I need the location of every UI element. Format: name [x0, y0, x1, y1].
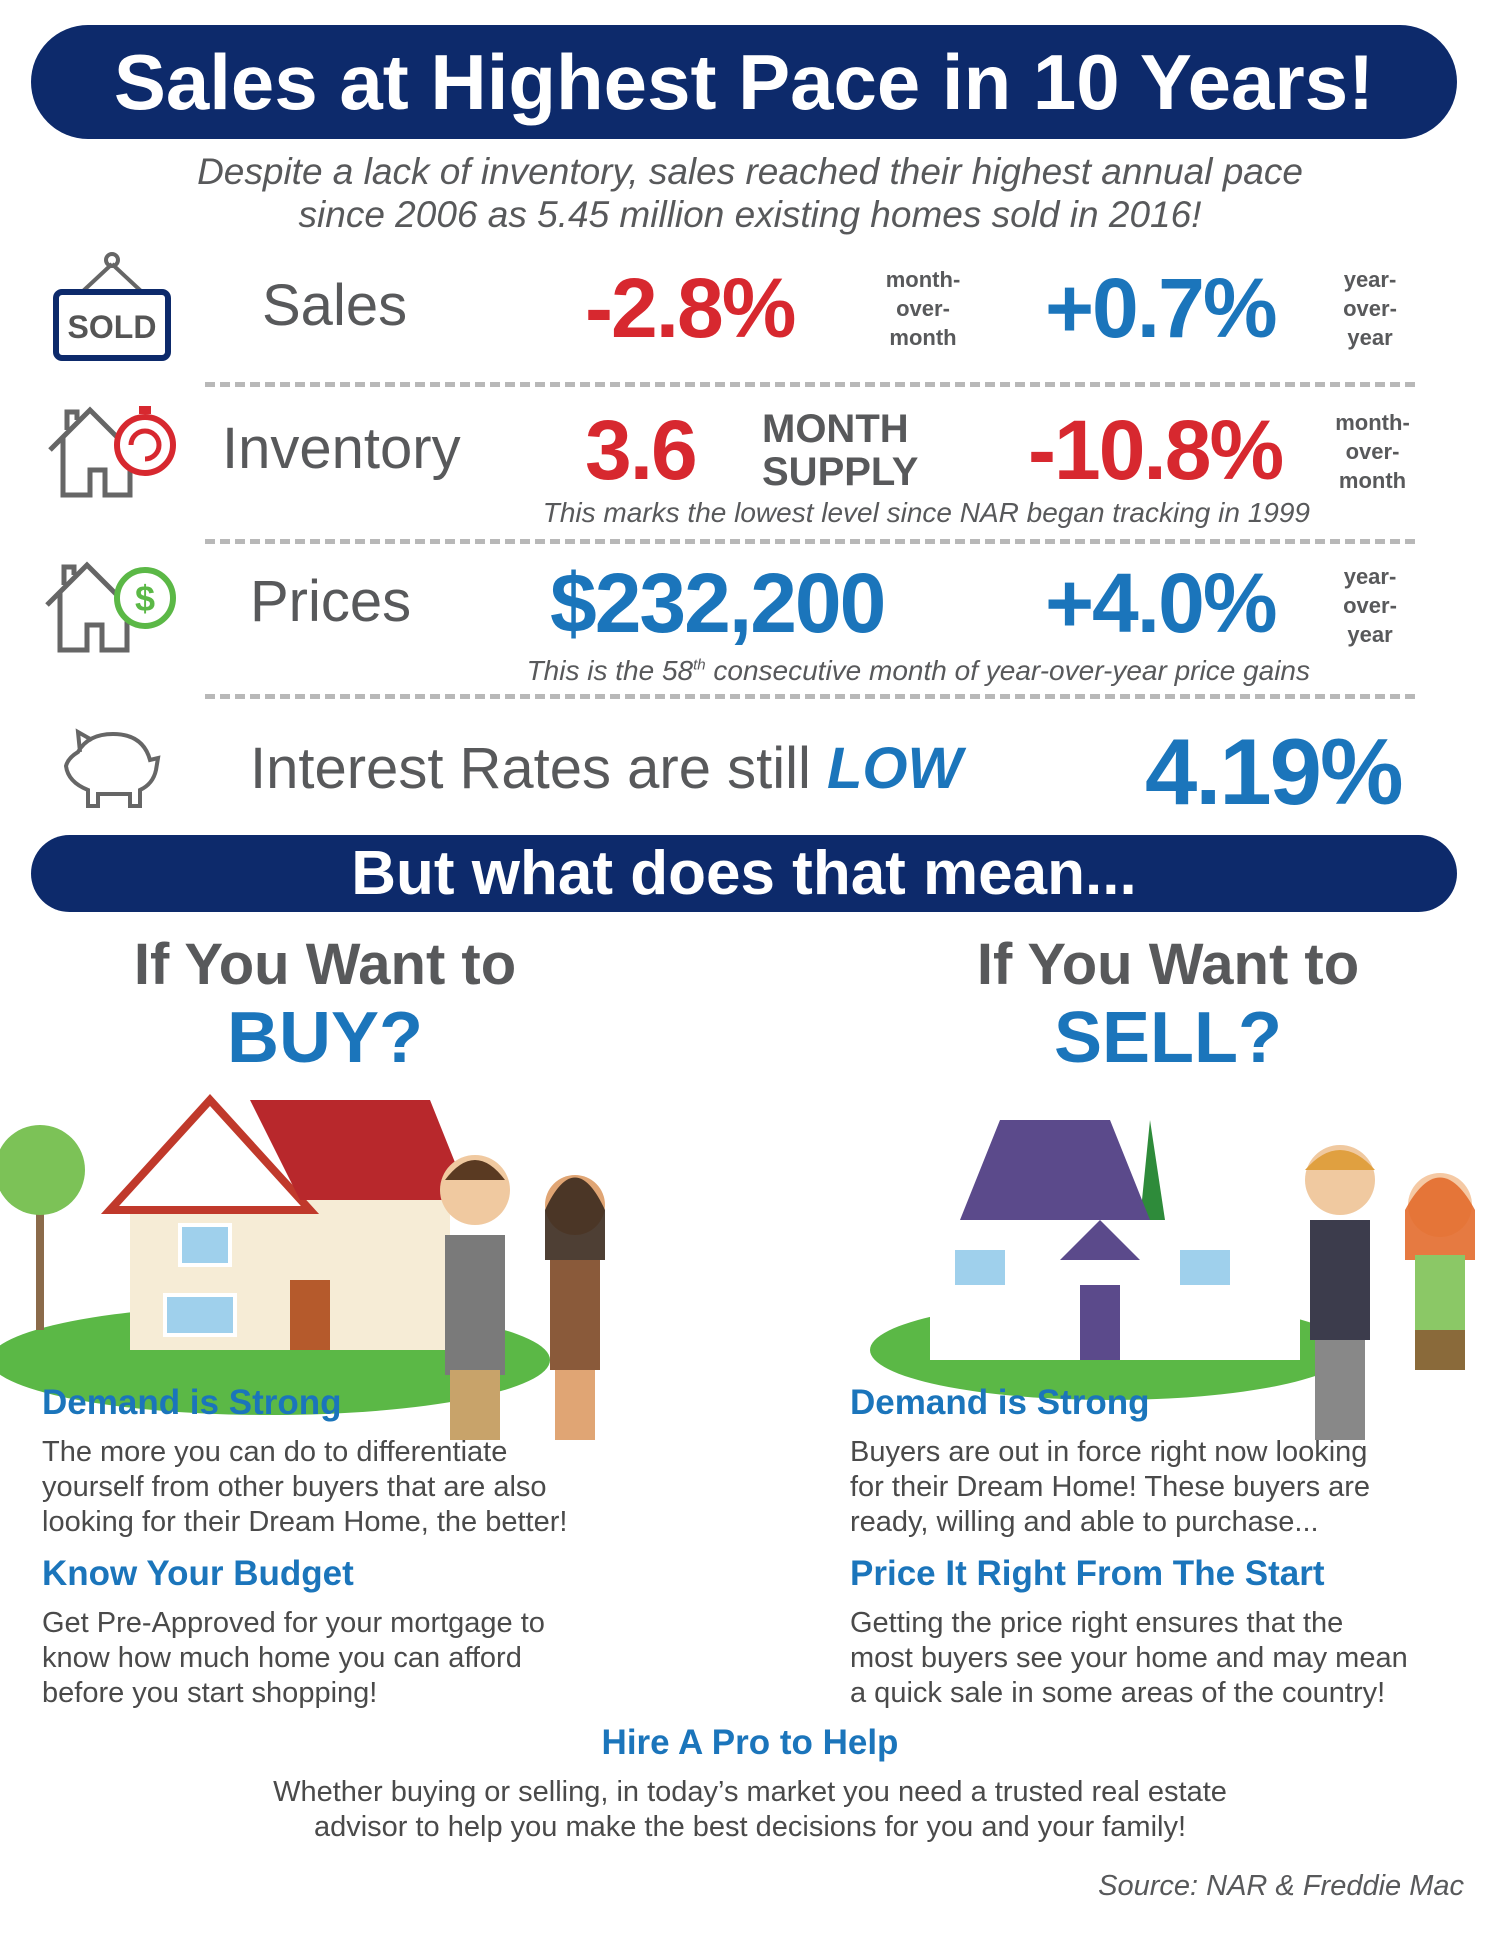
- svg-text:$: $: [135, 578, 155, 619]
- prices-note: This is the 58th consecutive month of ye…: [526, 655, 1310, 686]
- buy-house-illustration: [0, 1094, 605, 1440]
- inventory-label: Inventory: [222, 416, 461, 481]
- prices-yoy-value: +4.0%: [1045, 556, 1278, 650]
- sell-tips: Demand is Strong Buyers are out in force…: [850, 1383, 1490, 1711]
- sold-sign-icon: SOLD: [53, 252, 171, 361]
- median-price-value: $232,200: [550, 556, 886, 650]
- sales-label: Sales: [262, 273, 408, 338]
- tip-body: Get Pre-Approved for your mortgage to kno…: [42, 1607, 545, 1709]
- sales-yoy-value: +0.7%: [1045, 261, 1278, 355]
- hire-pro-title: Hire A Pro to Help: [601, 1723, 899, 1762]
- sales-yoy-unit: year-over-year: [1343, 267, 1397, 350]
- sales-mom-unit: month-over-month: [885, 267, 961, 350]
- rates-label: Interest Rates are still LOW: [250, 736, 963, 801]
- tip-title: Demand is Strong: [850, 1383, 1150, 1422]
- inventory-supply-value: 3.6: [585, 403, 698, 497]
- section-banner: But what does that mean...: [31, 835, 1457, 912]
- prices-label: Prices: [250, 569, 412, 634]
- house-stopwatch-icon: [48, 406, 176, 498]
- subtitle-line: Despite a lack of inventory, sales reach…: [197, 151, 1303, 192]
- divider: [205, 539, 1415, 544]
- subtitle-line: since 2006 as 5.45 million existing home…: [298, 194, 1202, 235]
- divider: [205, 694, 1415, 699]
- inventory-note: This marks the lowest level since NAR be…: [542, 497, 1310, 528]
- hire-pro-section: Hire A Pro to Help Whether buying or sel…: [0, 1723, 1500, 1845]
- source-note: Source: NAR & Freddie Mac: [1098, 1870, 1464, 1902]
- buy-tips: Demand is Strong The more you can do to …: [42, 1383, 662, 1711]
- interest-rate-value: 4.19%: [1145, 719, 1404, 824]
- tip-body: Buyers are out in force right now lookin…: [850, 1436, 1371, 1538]
- house-dollar-icon: $: [45, 561, 176, 653]
- inventory-mom-unit: month-over-month: [1335, 410, 1410, 493]
- tip-title: Know Your Budget: [42, 1554, 354, 1593]
- sales-mom-value: -2.8%: [585, 261, 796, 355]
- piggy-bank-icon: [63, 728, 161, 808]
- subtitle: Despite a lack of inventory, sales reach…: [0, 150, 1500, 236]
- divider: [205, 382, 1415, 387]
- tip-body: Getting the price right ensures that the…: [850, 1607, 1408, 1709]
- sell-heading: If You Want to SELL?: [976, 932, 1360, 1078]
- sell-house-illustration: [870, 1120, 1475, 1440]
- inventory-supply-unit: MONTH SUPPLY: [762, 407, 919, 494]
- prices-yoy-unit: year-over-year: [1343, 564, 1397, 647]
- hire-pro-body: Whether buying or selling, in today’s ma…: [273, 1776, 1227, 1843]
- tip-title: Demand is Strong: [42, 1383, 342, 1422]
- rates-emphasis: LOW: [827, 736, 963, 801]
- tip-body: The more you can do to differentiate your…: [42, 1436, 568, 1538]
- buy-heading: If You Want to BUY?: [133, 932, 517, 1078]
- inventory-mom-value: -10.8%: [1028, 403, 1284, 497]
- title-banner: Sales at Highest Pace in 10 Years!: [31, 25, 1457, 139]
- tip-title: Price It Right From The Start: [850, 1554, 1325, 1593]
- svg-text:SOLD: SOLD: [68, 309, 157, 345]
